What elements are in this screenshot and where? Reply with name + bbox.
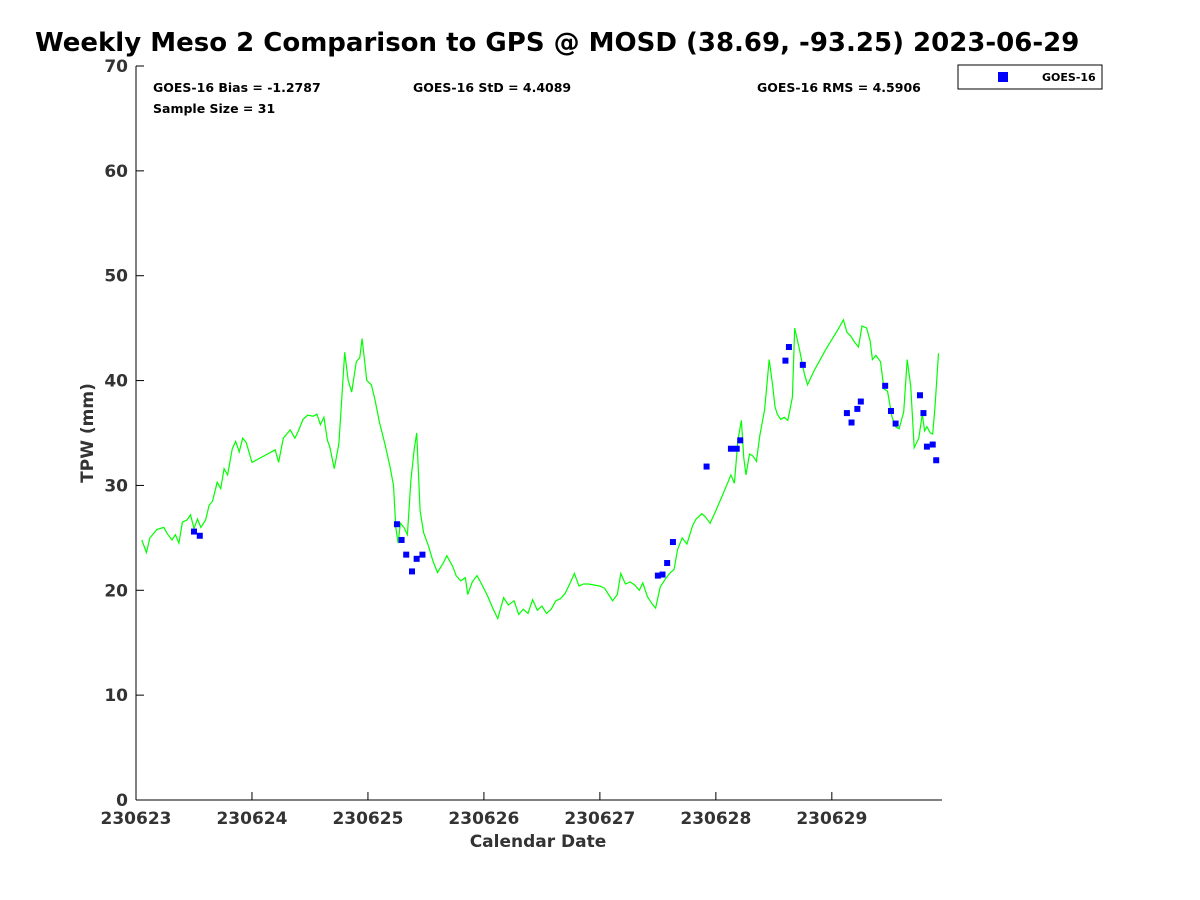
x-tick-label: 230628: [680, 809, 751, 829]
legend: GOES-16: [957, 64, 1103, 90]
goes16-data-point: [916, 392, 923, 399]
goes16-data-point: [703, 463, 710, 470]
legend-box: [957, 64, 1103, 90]
x-tick-label: 230623: [101, 809, 172, 829]
goes16-data-point: [843, 410, 850, 417]
x-tick-label: 230624: [216, 809, 287, 829]
goes16-data-point: [848, 419, 855, 426]
legend-label-goes16: GOES-16: [1042, 71, 1096, 84]
stats-bias: GOES-16 Bias = -1.2787: [153, 80, 321, 95]
x-tick-label: 230626: [448, 809, 519, 829]
stats-sample-size: Sample Size = 31: [153, 101, 275, 116]
gps-line-group: [141, 318, 940, 621]
goes16-data-point: [403, 551, 410, 558]
goes16-data-point: [398, 536, 405, 543]
x-tick-label: 230627: [564, 809, 635, 829]
goes16-data-point: [669, 539, 676, 546]
y-tick-label: 60: [104, 162, 128, 182]
goes16-data-point: [892, 420, 899, 427]
goes16-data-point: [727, 445, 734, 452]
goes16-data-point: [933, 457, 940, 464]
y-tick-label: 70: [104, 57, 128, 77]
goes16-data-point: [929, 441, 936, 448]
goes16-data-point: [413, 555, 420, 562]
goes16-data-point: [393, 521, 400, 528]
goes16-data-point: [190, 528, 197, 535]
ticks-group: 0 10 20 30 40 50 60 70 230623 230624 230625 230626 2…: [101, 57, 868, 829]
y-tick-label: 50: [104, 267, 128, 287]
goes16-data-point: [799, 361, 806, 368]
goes16-data-point: [664, 560, 671, 567]
goes16-data-point: [409, 568, 416, 575]
axes-group: [135, 66, 942, 801]
goes16-data-point: [882, 382, 889, 389]
goes16-data-point: [857, 398, 864, 405]
goes16-data-point: [659, 571, 666, 578]
y-tick-label: 10: [104, 686, 128, 706]
y-tick-label: 40: [104, 372, 128, 392]
goes16-data-point: [782, 357, 789, 364]
x-tick-label: 230625: [332, 809, 403, 829]
goes16-marker-group: [190, 344, 940, 579]
y-axis-label: TPW (mm): [78, 383, 98, 483]
goes16-data-point: [196, 532, 203, 539]
stats-std: GOES-16 StD = 4.4089: [413, 80, 571, 95]
goes16-data-point: [654, 572, 661, 579]
goes16-data-point: [923, 443, 930, 450]
goes16-data-point: [887, 407, 894, 414]
goes16-data-point: [920, 410, 927, 417]
y-tick-label: 30: [104, 476, 128, 496]
y-tick-label: 0: [116, 791, 128, 811]
gps-series-line: [141, 318, 940, 621]
goes16-data-point: [733, 445, 740, 452]
goes16-data-point: [737, 437, 744, 444]
x-axis-label: Calendar Date: [470, 832, 607, 852]
goes16-data-point: [854, 405, 861, 412]
goes16-data-point: [419, 551, 426, 558]
legend-marker: [998, 72, 1008, 82]
chart-title: Weekly Meso 2 Comparison to GPS @ MOSD (…: [35, 28, 1080, 58]
goes16-data-point: [785, 344, 792, 351]
y-tick-label: 20: [104, 581, 128, 601]
x-tick-label: 230629: [796, 809, 867, 829]
stats-rms: GOES-16 RMS = 4.5906: [757, 80, 921, 95]
